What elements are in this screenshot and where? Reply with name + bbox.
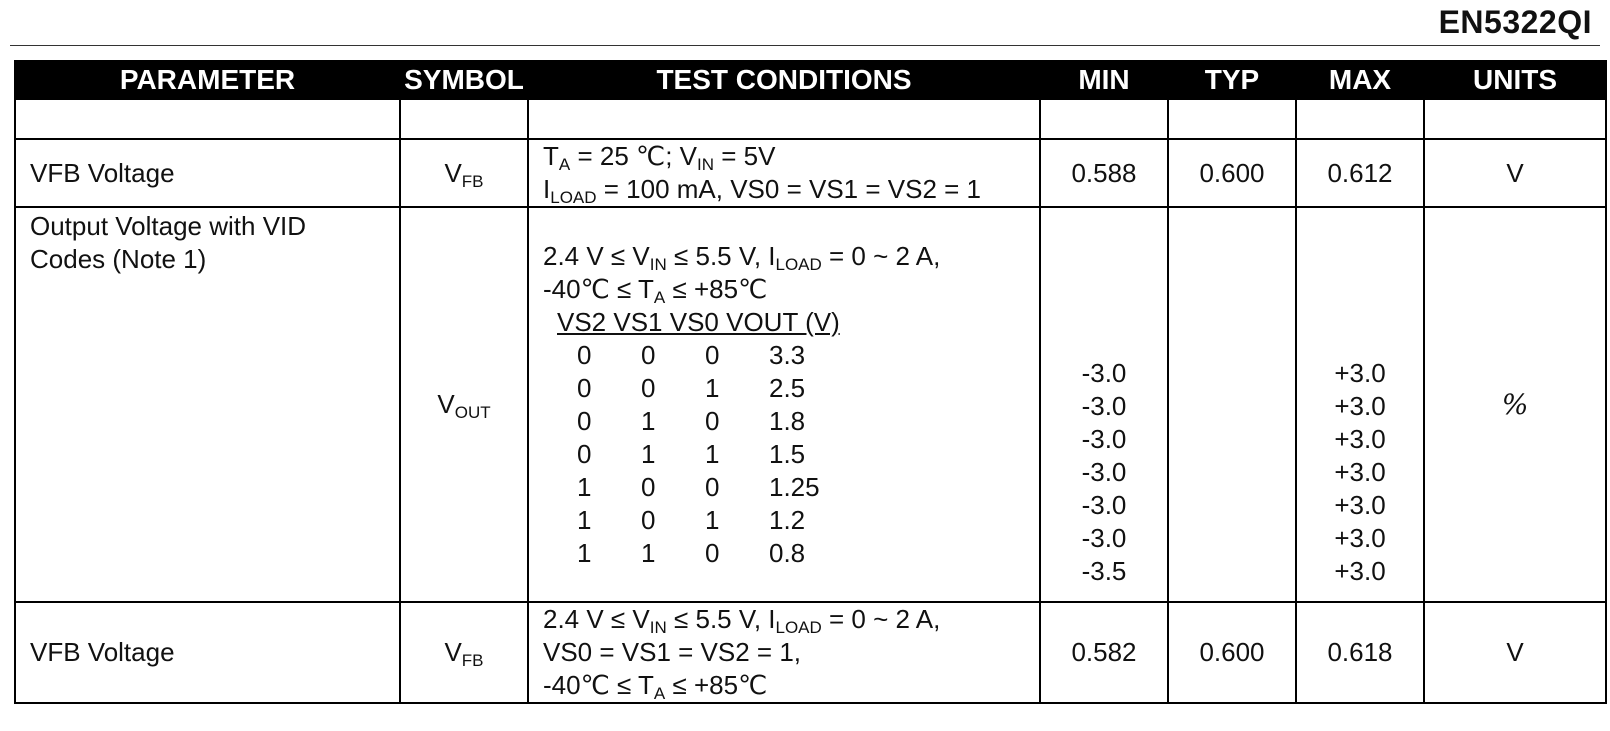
header-test-conditions: TEST CONDITIONS — [527, 60, 1041, 100]
header-min: MIN — [1039, 60, 1169, 100]
vid-vs2-value: 1 — [577, 504, 592, 535]
vid-min-value: -3.0 — [1081, 523, 1127, 553]
vid-min-value: -3.0 — [1081, 424, 1127, 454]
vid-vout-value: 1.25 — [769, 471, 820, 502]
parameter-cell: VFB Voltage — [14, 138, 401, 208]
vid-code-row: 0 1 1 1.5 — [543, 438, 1039, 471]
vid-min-value: -3.0 — [1081, 490, 1127, 520]
electrical-characteristics-table: PARAMETER SYMBOL TEST CONDITIONS MIN TYP… — [14, 60, 1607, 704]
vid-vout-value: 1.5 — [769, 438, 806, 469]
vid-vout-value: 3.3 — [769, 339, 806, 370]
vid-vs2-value: 0 — [577, 372, 592, 403]
typ-cell: 0.600 — [1167, 138, 1297, 208]
vid-vs2-value: 1 — [577, 537, 592, 568]
max-cell: 0.618 — [1295, 601, 1425, 704]
symbol-cell: VFB — [399, 138, 529, 208]
vid-vs0-value: 1 — [705, 504, 720, 535]
vid-code-header: VS2 VS1 VS0 VOUT (V) — [557, 306, 840, 337]
typ-cell: 0.600 — [1167, 601, 1297, 704]
header-units: UNITS — [1423, 60, 1607, 100]
vid-min-value: -3.0 — [1081, 457, 1127, 487]
empty-row — [14, 98, 1607, 140]
min-cell: 0.582 — [1039, 601, 1169, 704]
typ-cell — [1167, 206, 1297, 603]
vid-vs1-value: 0 — [641, 339, 656, 370]
table-row-vout-vid: Output Voltage with VID Codes (Note 1) V… — [14, 206, 1607, 603]
vid-code-row: 0 0 0 3.3 — [543, 339, 1039, 372]
parameter-cell: VFB Voltage — [14, 601, 401, 704]
header-parameter: PARAMETER — [14, 60, 401, 100]
vid-max-value: +3.0 — [1334, 358, 1386, 388]
header-typ: TYP — [1167, 60, 1297, 100]
vid-code-row: 1 0 1 1.2 — [543, 504, 1039, 537]
symbol-cell: VFB — [399, 601, 529, 704]
max-cell: 0.612 — [1295, 138, 1425, 208]
vid-code-row: 0 0 1 2.5 — [543, 372, 1039, 405]
vid-vs1-value: 1 — [641, 438, 656, 469]
header-rule — [10, 45, 1600, 46]
vid-max-value: +3.0 — [1334, 457, 1386, 487]
vid-max-value: +3.0 — [1334, 490, 1386, 520]
units-cell: % — [1423, 206, 1607, 603]
vid-vs1-value: 1 — [641, 537, 656, 568]
vid-code-row: 1 0 0 1.25 — [543, 471, 1039, 504]
vid-vout-value: 1.8 — [769, 405, 806, 436]
parameter-cell: Output Voltage with VID Codes (Note 1) — [14, 206, 401, 603]
symbol-cell: VOUT — [399, 206, 529, 603]
header-max: MAX — [1295, 60, 1425, 100]
vid-vs1-value: 0 — [641, 504, 656, 535]
vid-vout-value: 2.5 — [769, 372, 806, 403]
vid-code-table: 0 0 0 3.3 0 0 1 2.5 0 1 0 1.8 0 1 1 1.5 1 0 0 1.25 1 0 1 1.2 1 1 0… — [543, 339, 1039, 570]
vid-code-row: 0 1 0 1.8 — [543, 405, 1039, 438]
vid-max-value: +3.0 — [1334, 424, 1386, 454]
header-symbol: SYMBOL — [399, 60, 529, 100]
vid-min-value: -3.0 — [1081, 391, 1127, 421]
vid-vout-value: 0.8 — [769, 537, 806, 568]
vid-vs1-value: 0 — [641, 471, 656, 502]
vid-min-value: -3.0 — [1081, 358, 1127, 388]
vid-code-row: 1 1 0 0.8 — [543, 537, 1039, 570]
vid-vs2-value: 0 — [577, 405, 592, 436]
vid-vs0-value: 0 — [705, 537, 720, 568]
vid-vs0-value: 1 — [705, 438, 720, 469]
vid-max-value: +3.0 — [1334, 391, 1386, 421]
vid-vs0-value: 0 — [705, 471, 720, 502]
test-conditions-cell: TA = 25 ℃; VIN = 5V ILOAD = 100 mA, VS0 … — [527, 138, 1041, 208]
table-row-vfb-25c: VFB Voltage VFB TA = 25 ℃; VIN = 5V ILOA… — [14, 138, 1607, 208]
vid-vs1-value: 0 — [641, 372, 656, 403]
vid-vs0-value: 1 — [705, 372, 720, 403]
max-cell: +3.0 +3.0 +3.0 +3.0 +3.0 +3.0 +3.0 — [1295, 206, 1425, 603]
table-row-vfb-range: VFB Voltage VFB 2.4 V ≤ VIN ≤ 5.5 V, ILO… — [14, 601, 1607, 704]
vid-vs2-value: 0 — [577, 339, 592, 370]
vid-vs2-value: 0 — [577, 438, 592, 469]
units-cell: V — [1423, 138, 1607, 208]
min-cell: -3.0 -3.0 -3.0 -3.0 -3.0 -3.0 -3.5 — [1039, 206, 1169, 603]
vid-min-value: -3.5 — [1081, 556, 1127, 586]
test-conditions-cell: 2.4 V ≤ VIN ≤ 5.5 V, ILOAD = 0 ~ 2 A, VS… — [527, 601, 1041, 704]
units-cell: V — [1423, 601, 1607, 704]
table-header-row: PARAMETER SYMBOL TEST CONDITIONS MIN TYP… — [14, 60, 1607, 100]
vid-vs0-value: 0 — [705, 405, 720, 436]
min-cell: 0.588 — [1039, 138, 1169, 208]
test-conditions-cell: 2.4 V ≤ VIN ≤ 5.5 V, ILOAD = 0 ~ 2 A, -4… — [527, 206, 1041, 603]
vid-max-value: +3.0 — [1334, 556, 1386, 586]
document-title: EN5322QI — [1438, 4, 1592, 40]
vid-vout-value: 1.2 — [769, 504, 806, 535]
vid-vs1-value: 1 — [641, 405, 656, 436]
vid-max-value: +3.0 — [1334, 523, 1386, 553]
vid-vs0-value: 0 — [705, 339, 720, 370]
vid-vs2-value: 1 — [577, 471, 592, 502]
